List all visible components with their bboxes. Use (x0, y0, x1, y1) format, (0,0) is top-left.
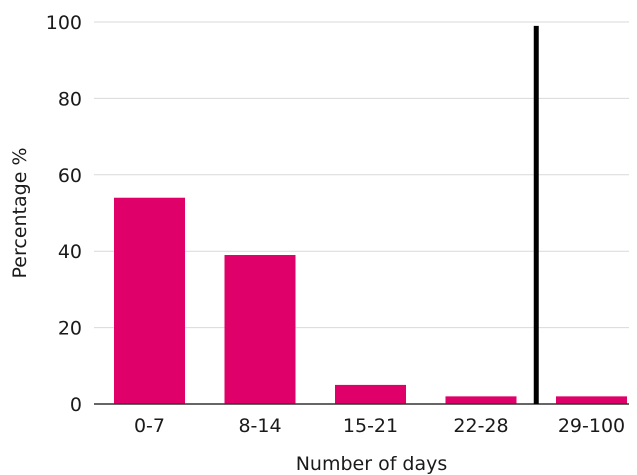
y-tick-label: 40 (58, 241, 82, 263)
bar-8-14 (224, 255, 296, 404)
x-tick-label: 8-14 (238, 415, 281, 437)
y-axis-title: Percentage % (9, 148, 31, 279)
x-tick-label: 0-7 (134, 415, 165, 437)
x-tick-label: 15-21 (343, 415, 398, 437)
bar-29-100 (556, 396, 627, 404)
bar-0-7 (114, 197, 185, 404)
y-axis-ticks: 0 20 40 60 80 100 (46, 12, 82, 416)
bar-22-28 (445, 396, 517, 404)
x-tick-label: 29-100 (558, 415, 625, 437)
x-tick-label: 22-28 (453, 415, 508, 437)
bars (114, 197, 627, 404)
y-tick-label: 0 (70, 394, 82, 416)
bar-15-21 (335, 384, 406, 404)
y-tick-label: 20 (58, 318, 82, 340)
y-tick-label: 100 (46, 12, 82, 34)
y-tick-label: 60 (58, 165, 82, 187)
y-tick-label: 80 (58, 88, 82, 110)
x-axis-title: Number of days (296, 453, 448, 475)
x-axis-ticks: 0-7 8-14 15-21 22-28 29-100 (134, 415, 625, 437)
